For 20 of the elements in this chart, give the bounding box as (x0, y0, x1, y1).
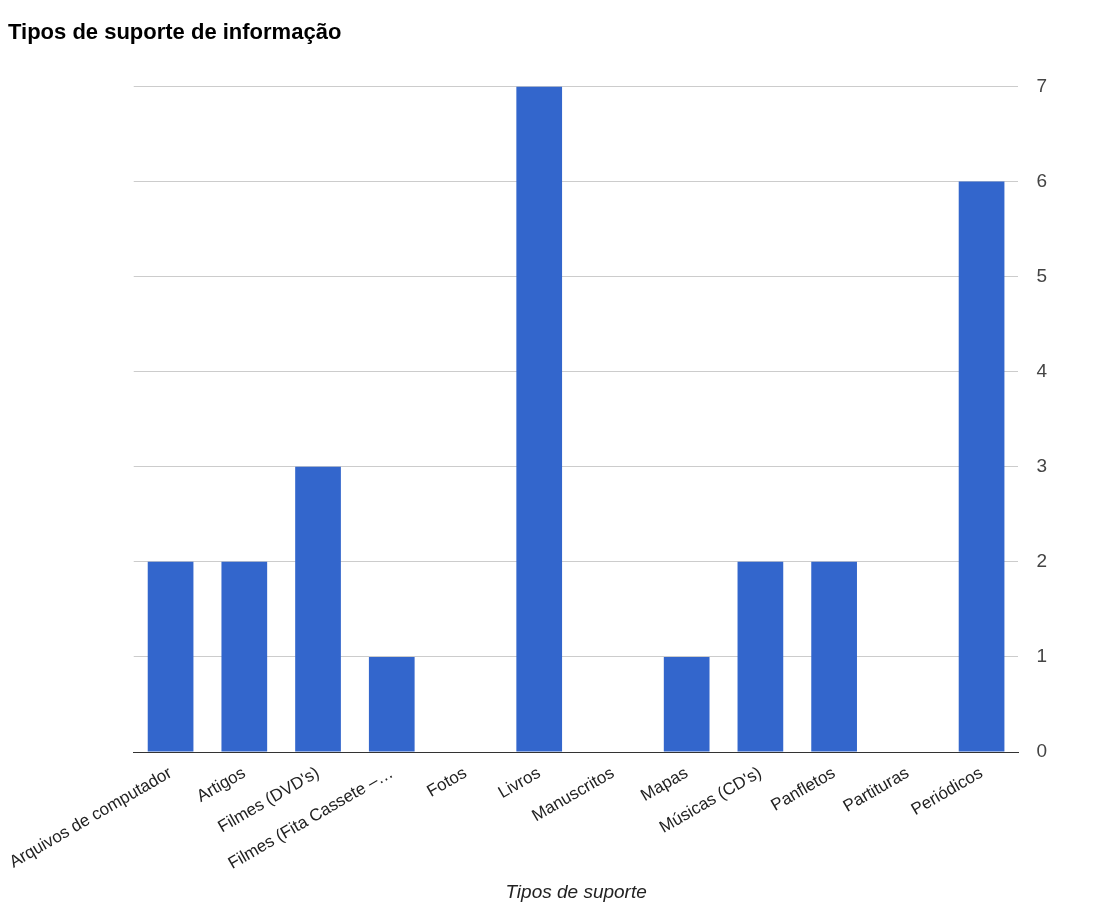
bar (295, 466, 341, 752)
bar (663, 656, 710, 752)
y-tick-label: 2 (1036, 550, 1048, 572)
x-tick-label: Fotos (423, 762, 470, 801)
y-tick-label: 5 (1036, 264, 1048, 286)
x-axis-title: Tipos de suporte (505, 880, 647, 902)
bar (147, 561, 194, 752)
bar (221, 561, 268, 752)
bar (737, 561, 784, 752)
y-tick-label: 6 (1036, 169, 1048, 191)
y-tick-label: 0 (1036, 740, 1048, 762)
y-tick-label: 3 (1036, 454, 1048, 476)
y-tick-label: 1 (1036, 645, 1048, 667)
bar (958, 181, 1005, 752)
y-tick-label: 7 (1036, 74, 1048, 96)
y-tick-label: 4 (1036, 359, 1048, 381)
bar (811, 561, 857, 752)
chart-title: Tipos de suporte de informação (8, 19, 342, 45)
bar (516, 86, 563, 752)
bar (368, 656, 415, 752)
